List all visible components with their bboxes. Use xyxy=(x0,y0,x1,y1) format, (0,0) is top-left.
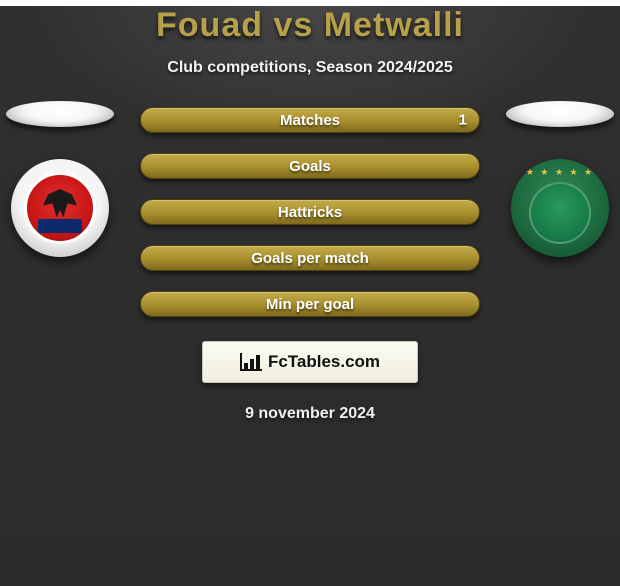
stat-label: Goals per match xyxy=(251,250,369,267)
subtitle: Club competitions, Season 2024/2025 xyxy=(0,59,620,77)
stat-label: Min per goal xyxy=(266,296,354,313)
stat-bar-goals-per-match: Goals per match xyxy=(140,245,480,271)
branding-text: FcTables.com xyxy=(268,352,380,372)
team-left xyxy=(0,101,120,257)
team-left-badge xyxy=(11,159,109,257)
stat-right-value: 1 xyxy=(459,112,467,129)
team-right: ★ ★ ★ ★ ★ xyxy=(500,101,620,257)
stat-bar-min-per-goal: Min per goal xyxy=(140,291,480,317)
stat-bar-goals: Goals xyxy=(140,153,480,179)
team-right-badge: ★ ★ ★ ★ ★ xyxy=(511,159,609,257)
footer-date: 9 november 2024 xyxy=(0,405,620,423)
pedestal-right xyxy=(506,101,614,127)
stat-bars: Matches 1 Goals Hattricks Goals per matc… xyxy=(140,107,480,317)
page-title: Fouad vs Metwalli xyxy=(0,6,620,45)
stat-bar-hattricks: Hattricks xyxy=(140,199,480,225)
branding-badge: FcTables.com xyxy=(202,341,418,383)
stat-label: Goals xyxy=(289,158,331,175)
stat-bar-matches: Matches 1 xyxy=(140,107,480,133)
pedestal-left xyxy=(6,101,114,127)
stat-label: Matches xyxy=(280,112,340,129)
comparison-stage: ★ ★ ★ ★ ★ Matches 1 Goals Hattricks xyxy=(0,107,620,423)
bar-chart-icon xyxy=(240,353,262,371)
stat-label: Hattricks xyxy=(278,204,342,221)
